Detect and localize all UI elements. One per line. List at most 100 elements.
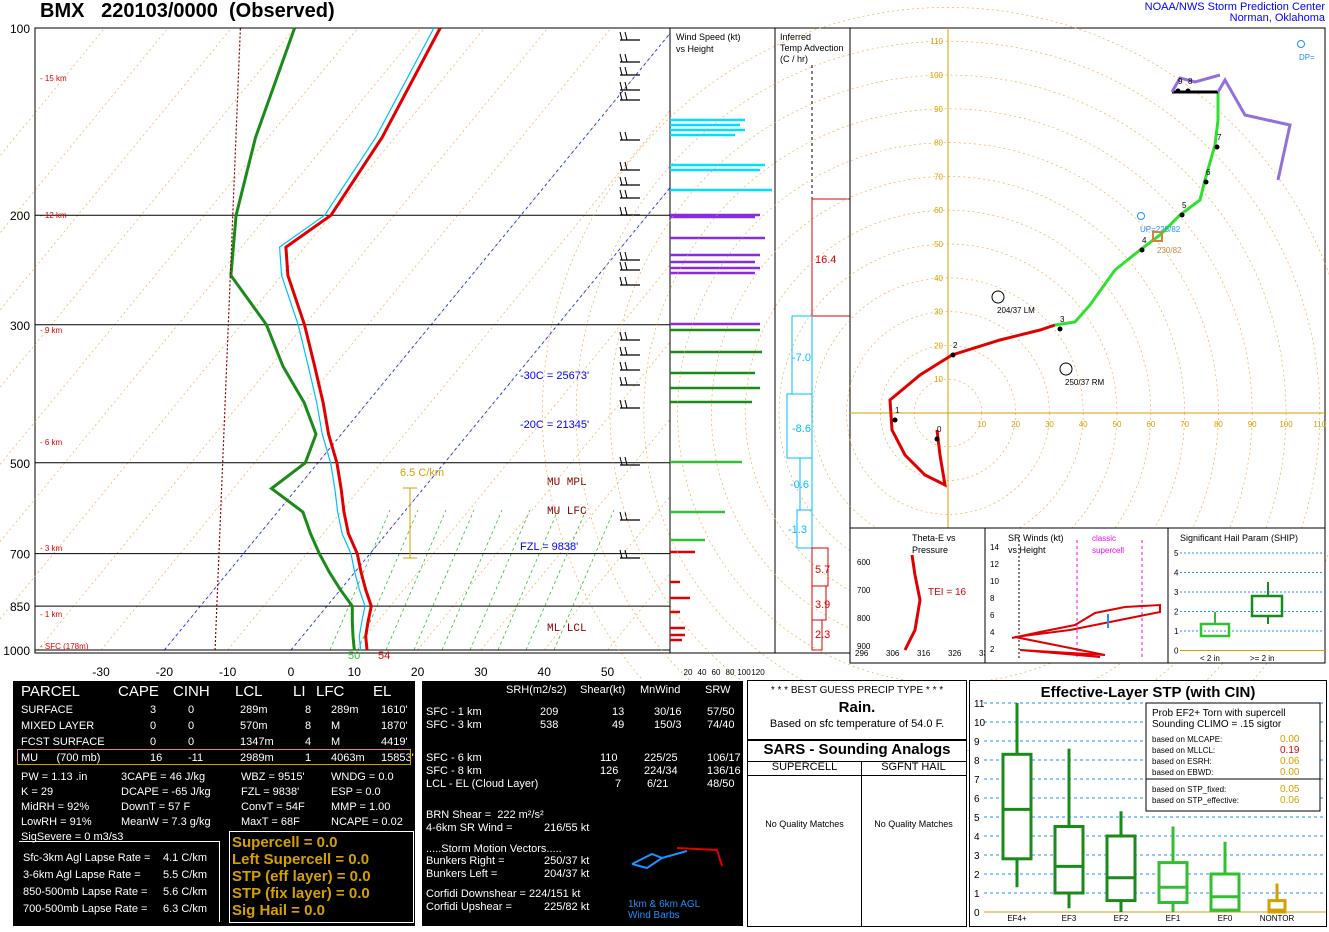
parcel-cell: 0 xyxy=(188,704,195,716)
parcel-header: CINH xyxy=(173,683,210,700)
sr-y-tick: 6 xyxy=(990,611,995,620)
kin-value: 136/16 xyxy=(707,765,741,777)
temp-tick: 50 xyxy=(601,665,615,679)
wind-barb-flag xyxy=(619,361,623,371)
stp-category: EF4+ xyxy=(1007,914,1027,923)
kin-value: 225/25 xyxy=(644,752,678,764)
hodo-y-tick: 90 xyxy=(934,105,943,114)
wind-barb-flag xyxy=(619,161,623,171)
level-annotation: ML LCL xyxy=(547,623,587,635)
tadv-value: -1.3 xyxy=(788,524,807,536)
parcel-cell: 0 xyxy=(188,736,195,748)
kin-header: SRW xyxy=(705,684,731,696)
composite-param: Left Supercell = 0.0 xyxy=(232,851,370,868)
hodo-x-tick: 40 xyxy=(1079,420,1088,429)
sr-wind-label: 4-6km SR Wind = xyxy=(426,822,513,834)
tadv-bar xyxy=(796,509,813,549)
pressure-label: 500 xyxy=(10,457,30,471)
sr-y-tick: 10 xyxy=(990,577,999,586)
hodo-x-tick: 10 xyxy=(977,420,986,429)
hodo-x-tick: 80 xyxy=(1214,420,1223,429)
wind-barb-flag xyxy=(624,66,628,76)
hodo-y-tick: 70 xyxy=(934,172,943,181)
stp-y-tick: 10 xyxy=(974,718,986,729)
kin-label: LCL - EL (Cloud Layer) xyxy=(426,778,539,790)
kin-label: SFC - 3 km xyxy=(426,719,482,731)
red-barb xyxy=(676,847,723,867)
hodo-y-tick: 50 xyxy=(934,240,943,249)
sr-wind-value: 216/55 kt xyxy=(544,822,590,834)
precip-basis: Based on sfc temperature of 54.0 F. xyxy=(769,718,945,730)
parcel-cell: 0 xyxy=(188,720,195,732)
hodo-point xyxy=(892,417,898,423)
sr-y-tick: 12 xyxy=(990,560,999,569)
stp-prob-value: 0.06 xyxy=(1280,756,1300,767)
wind-barb-flag xyxy=(619,81,623,91)
wind-barb-flag xyxy=(619,376,623,386)
sars-panel: SARS - Sounding Analogs SUPERCELL SGFNT … xyxy=(747,740,967,927)
stp-panel: Effective-Layer STP (with CIN) 11 10 9 8 7 6 5… xyxy=(969,680,1327,927)
ship-y-tick: 5 xyxy=(1174,549,1179,558)
wind-barb-flag xyxy=(619,251,623,261)
kin-value: 209 xyxy=(540,706,559,718)
lapse-box: Sfc-3km Agl Lapse Rate = 4.1 C/km 3-6km Ag… xyxy=(19,841,220,922)
moist-adiabat xyxy=(469,509,531,651)
kin-value: 57/50 xyxy=(707,706,735,718)
height-label: - 15 km xyxy=(40,74,67,83)
theta-e-x-tick: 296 xyxy=(855,649,869,658)
tadv-title: Inferred xyxy=(780,32,811,42)
stp-y-tick: 4 xyxy=(974,832,980,843)
ship-cat-small: < 2 in xyxy=(1200,654,1220,663)
stp-box xyxy=(1267,899,1287,914)
index-value: MaxT = 68F xyxy=(241,816,300,828)
wind-barb-flag xyxy=(624,251,628,261)
lapse-value: 6.3 C/km xyxy=(163,903,208,915)
theta-e-y-tick: 700 xyxy=(857,586,871,595)
brn-shear: BRN Shear = 222 m²/s² xyxy=(426,809,544,821)
theta-e-frame xyxy=(849,527,986,664)
stp-prob-label: based on MLLCL: xyxy=(1152,746,1215,755)
hodo-y-tick: 10 xyxy=(934,375,943,384)
parcel-cell: 16 xyxy=(150,752,163,764)
ws-tick: 40 xyxy=(698,668,707,677)
temp-tick: 20 xyxy=(411,665,425,679)
index-value: LowRH = 91% xyxy=(21,816,92,828)
temp-tick: -20 xyxy=(156,665,174,679)
stp-y-tick: 5 xyxy=(974,813,980,824)
sars-col1: SUPERCELL xyxy=(771,761,838,773)
lapse-value: 5.5 C/km xyxy=(163,869,208,881)
hodo-point xyxy=(1179,212,1185,218)
level-annotation: MU MPL xyxy=(547,477,587,489)
kin-value: 6/21 xyxy=(647,778,669,790)
sfc-temp-label: 54 xyxy=(378,650,390,662)
height-label: - SFC (178m) xyxy=(40,642,89,651)
stp-box xyxy=(1105,834,1137,903)
wind-barb-flag xyxy=(624,206,628,216)
wind-barb-flag xyxy=(624,399,628,409)
hodo-marker-label: 1 xyxy=(895,406,900,415)
index-value: 3CAPE = 46 J/kg xyxy=(121,771,206,783)
index-value: K = 29 xyxy=(21,786,54,798)
hodo-marker-label: 7 xyxy=(1217,133,1222,142)
pressure-label: 200 xyxy=(10,209,30,223)
hodo-point xyxy=(1185,88,1191,94)
sars-val1: No Quality Matches xyxy=(765,819,844,829)
wind-barb-flag xyxy=(619,53,623,63)
height-label: - 3 km xyxy=(40,544,63,553)
tadv-value: 5.7 xyxy=(815,564,830,576)
mu-highlight xyxy=(17,749,411,765)
hodo-point xyxy=(1057,326,1063,332)
sr-y-tick: 14 xyxy=(990,543,999,552)
parcel-cell: SURFACE xyxy=(21,704,73,716)
sars-divider xyxy=(748,761,966,762)
up-marker xyxy=(1137,212,1145,220)
stp-category: EF2 xyxy=(1114,914,1129,923)
wind-speed-title: Wind Speed (kt) xyxy=(676,32,741,42)
parcel-cell: 1610' xyxy=(381,704,408,716)
theta-e-x-tick: 316 xyxy=(917,649,931,658)
index-value: MeanW = 7.3 g/kg xyxy=(121,816,211,828)
blue-barb xyxy=(631,852,665,870)
hodo-trace-segment xyxy=(1170,73,1221,93)
level-annotation: MU LFC xyxy=(547,506,587,518)
parcel-cell: 570m xyxy=(240,720,268,732)
